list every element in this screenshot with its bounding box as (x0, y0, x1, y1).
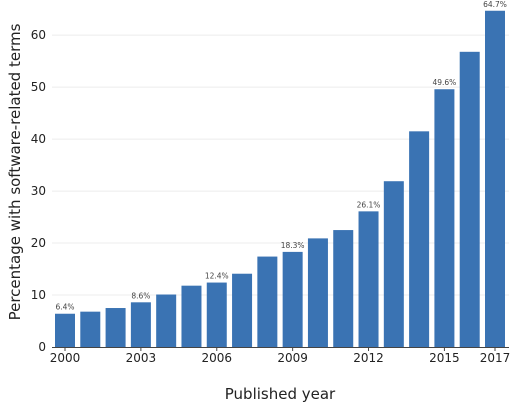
x-tick-label: 2015 (429, 351, 460, 365)
y-tick-label: 0 (38, 340, 46, 354)
x-axis-ticks: 2000 2003 2006 2009 2012 2015 2017 (50, 347, 511, 365)
y-tick-label: 50 (31, 80, 46, 94)
bar-2008 (257, 256, 278, 347)
bar-2001 (80, 311, 101, 347)
bar-2011 (333, 230, 354, 347)
x-axis-title: Published year (225, 385, 336, 403)
y-tick-label: 40 (31, 132, 46, 146)
y-tick-label: 60 (31, 28, 46, 42)
y-tick-label: 10 (31, 288, 46, 302)
x-tick-label: 2012 (353, 351, 384, 365)
x-tick-label: 2009 (277, 351, 308, 365)
data-label: 49.6% (432, 78, 456, 87)
data-label: 8.6% (131, 291, 150, 300)
bar-2015 (434, 89, 455, 348)
bar-2006 (206, 282, 227, 347)
gridlines (52, 34, 509, 296)
data-label: 26.1% (357, 200, 381, 209)
bar-2014 (409, 131, 430, 347)
y-axis-title: Percentage with software-related terms (6, 23, 24, 320)
y-axis-ticks: 0 10 20 30 40 50 60 (31, 28, 46, 354)
bar-2002 (105, 308, 126, 347)
bar-2010 (307, 238, 328, 347)
data-label: 64.7% (483, 0, 507, 9)
bar-2005 (181, 285, 202, 347)
bars (55, 10, 505, 348)
y-tick-label: 20 (31, 236, 46, 250)
bar-2016 (459, 51, 480, 347)
data-labels: 6.4% 8.6% 12.4% 18.3% 26.1% 49.6% 64.7% (55, 0, 506, 312)
bar-2017 (485, 10, 505, 347)
data-label: 12.4% (205, 272, 229, 281)
bar-2013 (383, 181, 404, 347)
bar-2003 (130, 302, 151, 347)
bar-2004 (156, 294, 177, 347)
y-tick-label: 30 (31, 184, 46, 198)
bar-2009 (282, 251, 303, 347)
bar-2012 (358, 211, 379, 347)
data-label: 6.4% (55, 303, 74, 312)
bar-2000 (55, 313, 75, 347)
x-tick-label: 2003 (126, 351, 157, 365)
x-tick-label: 2000 (50, 351, 81, 365)
x-tick-label: 2006 (201, 351, 232, 365)
x-tick-label: 2017 (480, 351, 511, 365)
data-label: 18.3% (281, 241, 305, 250)
bar-2007 (232, 273, 253, 347)
